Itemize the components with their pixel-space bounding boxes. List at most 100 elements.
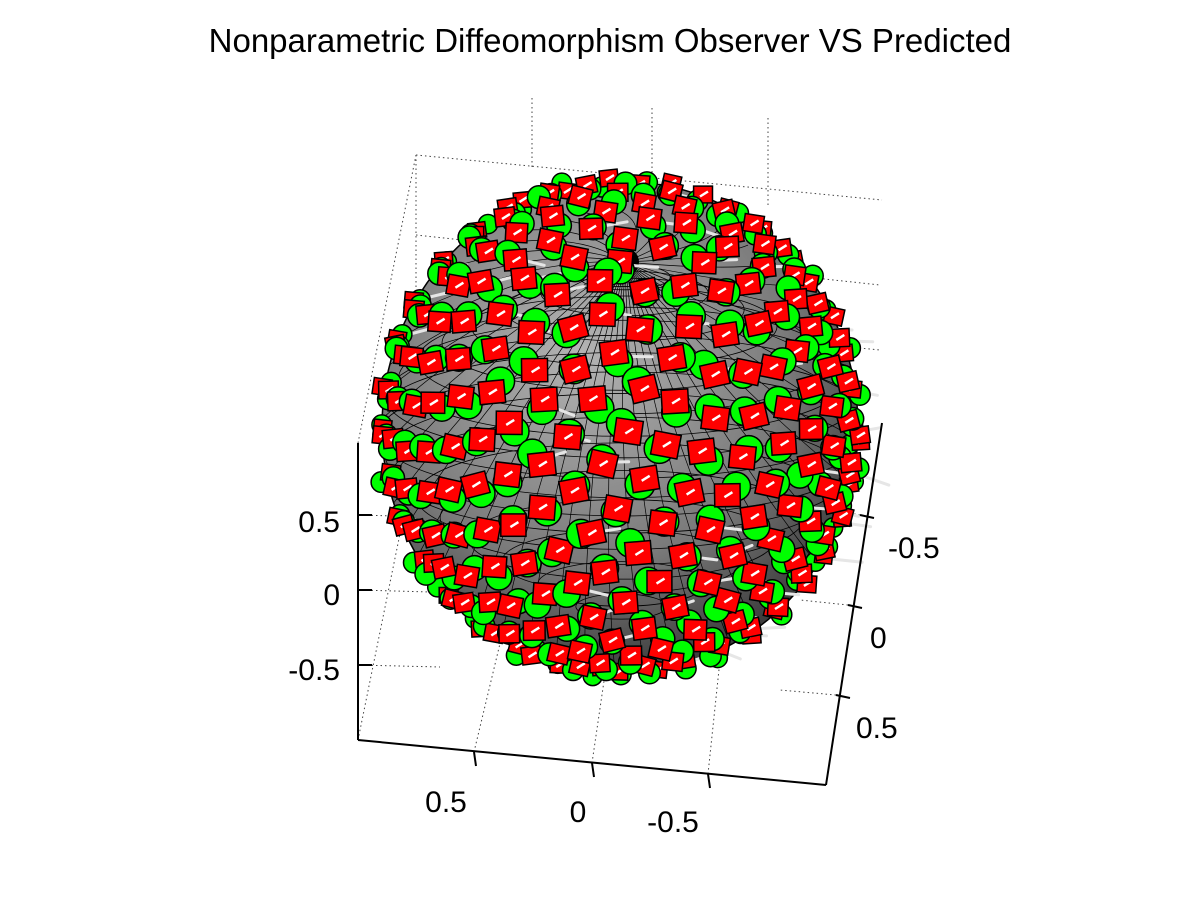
marker-highlight [700, 258, 710, 266]
x-tick-label: -0.5 [647, 806, 699, 839]
marker-highlight [402, 484, 413, 492]
marker-highlight [460, 317, 470, 325]
marker-highlight [706, 525, 716, 533]
grid-line [779, 689, 837, 696]
marker-highlight [634, 548, 645, 557]
marker-highlight [640, 661, 651, 669]
marker-highlight [486, 598, 496, 606]
grid-line [707, 659, 721, 775]
marker-highlight [703, 578, 714, 586]
scatter-markers [370, 168, 872, 687]
marker-highlight [576, 662, 586, 670]
marker-highlight [610, 348, 620, 356]
marker-highlight [588, 394, 599, 403]
marker-highlight [685, 322, 695, 330]
marker-highlight [576, 647, 586, 655]
marker-highlight [641, 474, 651, 482]
axis-tick [591, 762, 595, 778]
marker-highlight [476, 277, 487, 285]
marker-highlight [844, 377, 854, 385]
axis-tick [707, 773, 711, 789]
y-axis-line [825, 422, 883, 786]
marker-highlight [813, 299, 824, 307]
marker-highlight [792, 295, 802, 303]
marker-highlight [478, 435, 488, 443]
marker-highlight [744, 279, 754, 287]
marker-highlight [698, 447, 708, 455]
marker-highlight [826, 362, 837, 371]
marker-highlight [429, 398, 439, 406]
marker-highlight [786, 501, 796, 509]
marker-highlight [830, 312, 840, 320]
marker-highlight [451, 442, 461, 450]
marker-highlight [791, 555, 801, 563]
marker-highlight [750, 412, 760, 420]
marker-highlight [806, 517, 816, 525]
marker-highlight [540, 395, 550, 403]
marker-highlight [721, 330, 731, 338]
z-tick-labels: 0.5 0 -0.5 [288, 506, 340, 687]
grid-line [357, 589, 431, 593]
marker-highlight [527, 328, 537, 336]
marker-highlight [601, 568, 611, 576]
marker-highlight [490, 562, 501, 570]
marker-highlight [807, 322, 817, 330]
marker-highlight [773, 307, 783, 315]
marker-highlight [640, 384, 650, 392]
marker-highlight [407, 353, 418, 361]
z-tick-label: -0.5 [288, 654, 340, 687]
marker-highlight [471, 480, 482, 488]
marker-highlight [847, 458, 857, 466]
marker-highlight [723, 491, 734, 499]
marker-highlight [824, 483, 834, 492]
marker-highlight [496, 310, 506, 318]
marker-highlight [645, 214, 656, 222]
marker-highlight [779, 439, 790, 447]
marker-highlight [596, 276, 606, 284]
marker-highlight [681, 202, 691, 210]
marker-highlight [456, 392, 467, 400]
marker-highlight [783, 404, 794, 412]
z-tick-label: 0 [323, 579, 340, 612]
marker-highlight [435, 317, 446, 325]
marker-highlight [746, 623, 757, 631]
marker-highlight [749, 219, 760, 227]
y-tick-label: -0.5 [888, 532, 940, 565]
marker-highlight [431, 531, 441, 539]
axis-tick [835, 694, 851, 699]
marker-highlight [460, 598, 470, 606]
marker-highlight [440, 563, 450, 571]
marker-highlight [793, 346, 803, 354]
marker-highlight [655, 577, 666, 585]
marker-highlight [828, 402, 838, 410]
marker-highlight [505, 629, 515, 637]
marker-highlight [538, 460, 548, 468]
grid-line [799, 599, 849, 606]
marker-highlight [700, 638, 710, 646]
marker-highlight [750, 569, 760, 577]
marker-highlight [570, 253, 580, 261]
marker-highlight [668, 353, 678, 362]
marker-highlight [777, 244, 788, 252]
marker-highlight [711, 414, 721, 422]
marker-highlight [426, 488, 436, 496]
marker-highlight [454, 281, 465, 289]
x-axis-line [357, 739, 827, 786]
axis-tick [859, 514, 875, 519]
marker-highlight [563, 432, 574, 440]
marker-highlight [774, 602, 784, 611]
marker-highlight [671, 603, 681, 611]
marker-highlight [669, 657, 679, 665]
marker-highlight [807, 460, 817, 468]
marker-highlight [728, 229, 738, 237]
marker-highlight [563, 186, 573, 195]
marker-highlight [587, 529, 598, 537]
marker-highlight [624, 427, 634, 435]
marker-highlight [527, 651, 538, 659]
marker-highlight [530, 366, 541, 374]
marker-highlight [488, 388, 498, 396]
marker-highlight [595, 659, 606, 667]
marker-highlight [804, 278, 814, 286]
x-tick-label: 0 [570, 796, 587, 829]
